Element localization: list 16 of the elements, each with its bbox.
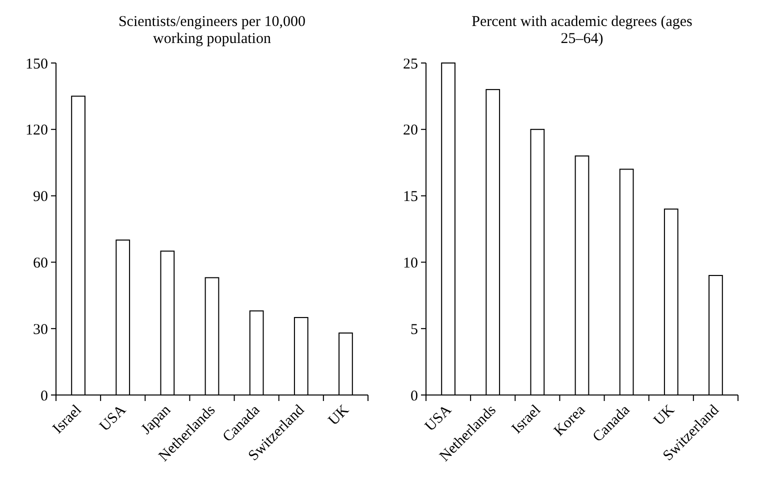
x-tick-label: UK (326, 402, 352, 429)
y-tick-label: 25 (403, 56, 418, 72)
chart-title: Percent with academic degrees (ages 25–64) (472, 14, 693, 47)
y-tick-label: 30 (33, 322, 48, 338)
y-tick-label: 150 (26, 56, 48, 72)
y-tick-label: 0 (410, 388, 418, 404)
y-tick-label: 0 (40, 388, 48, 404)
y-tick-label: 20 (403, 122, 418, 139)
x-tick-label: USA (96, 402, 130, 435)
y-tick-label: 60 (33, 255, 48, 272)
chart-title: Scientists/engineers per 10,000 working population (118, 14, 306, 47)
y-tick-label: 5 (410, 322, 418, 338)
y-tick-label: 10 (403, 255, 418, 272)
y-tick-label: 15 (403, 189, 418, 206)
y-tick-label: 120 (26, 122, 48, 139)
y-tick-label: 90 (33, 189, 48, 206)
